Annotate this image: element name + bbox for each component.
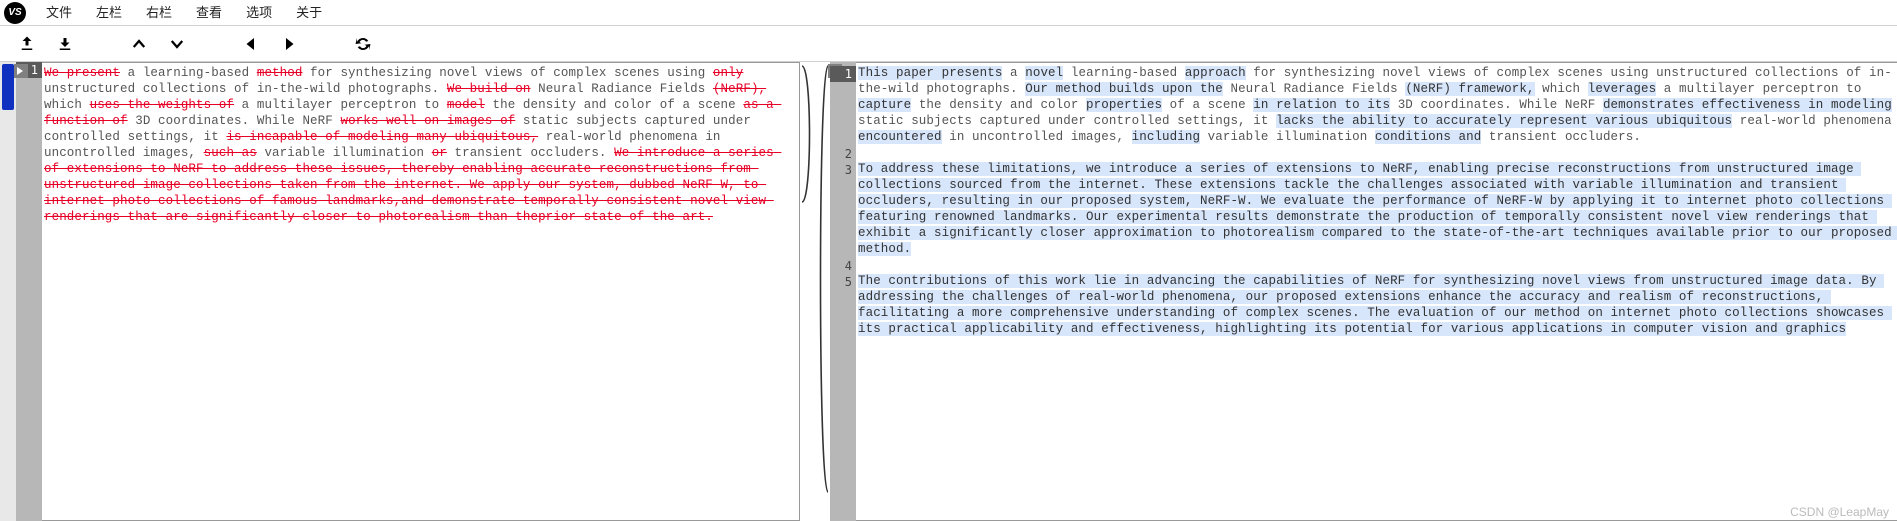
diff-segment: 3D coordinates. While NeRF (128, 114, 341, 128)
diff-segment: (NeRF), (713, 82, 766, 96)
diff-segment: the density and color (911, 98, 1086, 112)
diff-segment: only (713, 66, 743, 80)
menu-file[interactable]: 文件 (34, 0, 84, 26)
menu-right-col[interactable]: 右栏 (134, 0, 184, 26)
right-gutter: 1 23 45 (830, 62, 856, 521)
diff-segment: real-world phenomena (1732, 114, 1897, 128)
left-scrollbar-thumb[interactable] (2, 64, 14, 110)
code-line (858, 145, 1893, 161)
diff-segment: learning-based (1063, 66, 1185, 80)
toolbar-group-nav-vert (120, 33, 196, 55)
diff-segment: leverages (1588, 82, 1656, 96)
menu-about[interactable]: 关于 (284, 0, 334, 26)
menu-options[interactable]: 选项 (234, 0, 284, 26)
app-logo: VS (4, 2, 26, 24)
diff-segment: variable illumination (257, 146, 432, 160)
diff-segment: a learning-based (120, 66, 257, 80)
collapse-right-icon[interactable] (14, 64, 28, 78)
menu-left-col[interactable]: 左栏 (84, 0, 134, 26)
code-line: This paper presents a novel learning-bas… (858, 65, 1893, 145)
watermark: CSDN @LeapMay (1790, 505, 1889, 519)
diff-segment: in uncontrolled images, (942, 130, 1132, 144)
diff-segment: (NeRF) framework, (1405, 82, 1534, 96)
diff-segment: conditions and (1375, 130, 1481, 144)
diff-segment: transient occluders. (447, 146, 614, 160)
diff-segment: Neural Radiance Fields (531, 82, 713, 96)
diff-segment: for synthesizing novel views of complex … (302, 66, 712, 80)
diff-segment: Neural Radiance Fields (1223, 82, 1405, 96)
diff-segment: model (447, 98, 485, 112)
diff-segment: We present (44, 66, 120, 80)
diff-segment: works well on images of (340, 114, 515, 128)
diff-segment: a (1002, 66, 1025, 80)
diff-segment: including (1132, 130, 1200, 144)
triangle-right-icon[interactable] (278, 33, 300, 55)
diff-segment: is incapable of modeling many ubiquitous… (226, 130, 538, 144)
menu-view[interactable]: 查看 (184, 0, 234, 26)
diff-segment: encountered (858, 130, 942, 144)
diff-segment: which (1535, 82, 1588, 96)
diff-segment: 3D coordinates. While NeRF (1390, 98, 1603, 112)
toolbar-group-nav-horiz (232, 33, 308, 55)
diff-segment: a multilayer perceptron to (1656, 82, 1869, 96)
diff-segment: a multilayer perceptron to (234, 98, 447, 112)
line-number: 3 (830, 162, 856, 178)
chevron-down-icon[interactable] (166, 33, 188, 55)
diff-segment: We build on (447, 82, 531, 96)
diff-segment: uses the weights of (90, 98, 234, 112)
line-number: 1 (830, 66, 856, 82)
code-line: The contributions of this work lie in ad… (858, 273, 1893, 337)
line-number: 5 (830, 274, 856, 290)
diff-segment: of a scene (1162, 98, 1253, 112)
left-gutter: 1 (16, 62, 42, 521)
left-scrollbar[interactable] (0, 62, 16, 521)
diff-segment: This paper presents (858, 66, 1002, 80)
diff-segment: transient occluders. (1481, 130, 1641, 144)
toolbar-group-sync (344, 33, 382, 55)
diff-connector (800, 62, 830, 521)
diff-segment: the density and color of a scene (485, 98, 743, 112)
chevron-up-icon[interactable] (128, 33, 150, 55)
triangle-left-icon[interactable] (240, 33, 262, 55)
code-line (858, 257, 1893, 273)
menubar: VS 文件 左栏 右栏 查看 选项 关于 (0, 0, 1897, 26)
code-line: To address these limitations, we introdu… (858, 161, 1893, 257)
diff-segment: lacks the ability to accurately represen… (1276, 114, 1732, 128)
toolbar (0, 26, 1897, 62)
diff-segment: method (257, 66, 303, 80)
diff-segment: or (432, 146, 447, 160)
diff-segment: variable illumination (1200, 130, 1375, 144)
upload-icon[interactable] (16, 33, 38, 55)
diff-segment: Our method builds upon the (1025, 82, 1223, 96)
diff-segment: demonstrates effectiveness in modeling (1603, 98, 1892, 112)
right-pane: 1 23 45 This paper presents a novel learni… (830, 62, 1897, 521)
line-number: 4 (830, 258, 856, 274)
toolbar-group-io (8, 33, 84, 55)
diff-segment: capture (858, 98, 911, 112)
diff-segment: The contributions of this work lie in ad… (858, 274, 1892, 336)
diff-segment: such as (204, 146, 257, 160)
left-pane: 1 We present a learning-based method for… (0, 62, 800, 521)
diff-panes: 1 We present a learning-based method for… (0, 62, 1897, 521)
line-number: 2 (830, 146, 856, 162)
diff-segment: in relation to its (1253, 98, 1390, 112)
diff-segment: approach (1185, 66, 1246, 80)
diff-segment: properties (1086, 98, 1162, 112)
left-code[interactable]: We present a learning-based method for s… (42, 62, 800, 521)
right-code[interactable]: This paper presents a novel learning-bas… (856, 62, 1897, 521)
sync-icon[interactable] (352, 33, 374, 55)
download-icon[interactable] (54, 33, 76, 55)
diff-segment: To address these limitations, we introdu… (858, 162, 1897, 256)
diff-segment: novel (1025, 66, 1063, 80)
